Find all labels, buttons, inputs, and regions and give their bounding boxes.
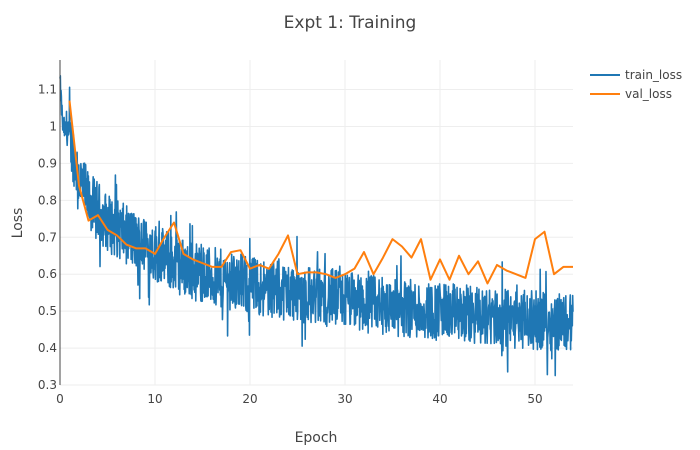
legend-item-train_loss[interactable]: train_loss: [590, 68, 682, 82]
chart-title: Expt 1: Training: [284, 13, 417, 33]
y-tick-labels: 0.3 0.4 0.5 0.6 0.7 0.8 0.9 1 1.1: [38, 83, 57, 392]
y-tick-label: 1: [49, 119, 57, 133]
series-line-val_loss: [68, 100, 573, 285]
x-tick-label: 30: [337, 392, 352, 406]
y-tick-label: 0.9: [38, 156, 57, 170]
legend-label: train_loss: [625, 68, 682, 82]
y-tick-label: 0.3: [38, 378, 57, 392]
legend[interactable]: train_loss val_loss: [590, 68, 682, 101]
gridlines: [60, 60, 573, 386]
y-tick-label: 0.7: [38, 230, 57, 244]
y-tick-label: 0.8: [38, 193, 57, 207]
x-tick-label: 10: [147, 392, 162, 406]
series-line-train_loss: [59, 74, 574, 377]
y-tick-label: 0.4: [38, 341, 57, 355]
y-tick-label: 0.5: [38, 304, 57, 318]
x-tick-label: 40: [432, 392, 447, 406]
y-tick-label: 0.6: [38, 267, 57, 281]
y-axis-title: Loss: [10, 208, 26, 239]
x-axis-title: Epoch: [295, 430, 338, 446]
legend-label: val_loss: [625, 87, 672, 101]
y-tick-label: 1.1: [38, 83, 57, 97]
x-tick-label: 50: [527, 392, 542, 406]
plot-lines: [59, 74, 574, 377]
x-tick-label: 20: [242, 392, 257, 406]
x-tick-label: 0: [56, 392, 64, 406]
legend-item-val_loss[interactable]: val_loss: [590, 87, 672, 101]
x-tick-labels: 0 10 20 30 40 50: [56, 392, 542, 406]
